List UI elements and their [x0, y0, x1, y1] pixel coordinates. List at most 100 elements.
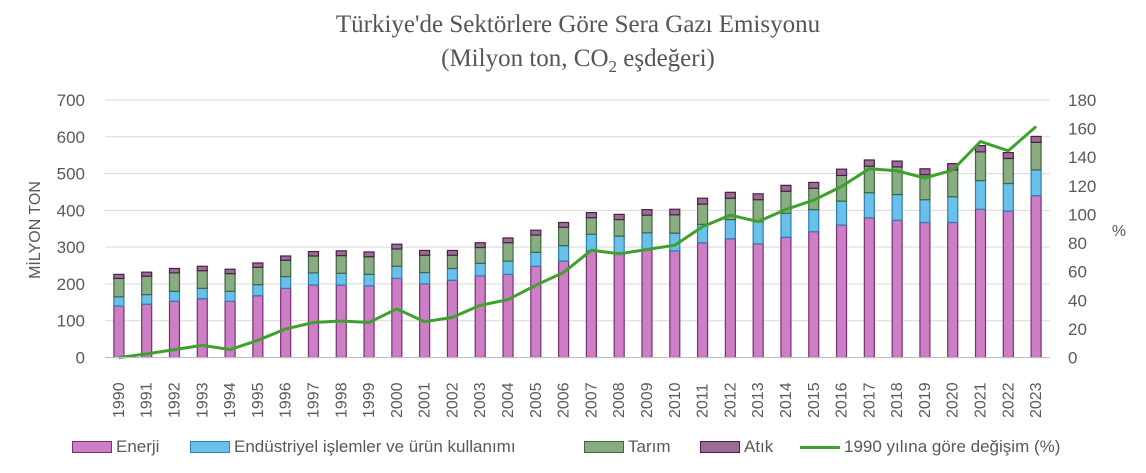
x-tick-label: 2014: [778, 382, 795, 418]
bar-industry: [1002, 182, 1014, 212]
legend-swatch-waste: [700, 441, 740, 453]
bar-agri: [696, 203, 709, 225]
legend-label-change: 1990 yılına göre değişim (%): [844, 437, 1061, 456]
bar-energy: [724, 238, 736, 359]
y-left-tick-label: 500: [57, 165, 85, 184]
bar-agri: [307, 255, 320, 274]
x-tick-label: 2005: [528, 382, 545, 418]
bar-waste: [752, 193, 764, 201]
x-tick-label: 2001: [417, 382, 434, 418]
bar-waste: [641, 209, 653, 216]
x-tick-label: 1995: [250, 382, 267, 418]
bar-energy: [530, 265, 542, 359]
bar-waste: [252, 262, 264, 268]
bar-energy: [502, 273, 514, 359]
bar-waste: [558, 221, 570, 228]
x-tick-label: 2013: [750, 382, 767, 418]
bar-waste: [835, 168, 848, 177]
bar-waste: [669, 208, 681, 216]
bar-agri: [669, 214, 681, 234]
bar-waste: [696, 197, 709, 205]
bar-waste: [780, 184, 792, 192]
bar-industry: [252, 284, 264, 297]
y-right-tick-label: 160: [1068, 120, 1096, 139]
chart-title-line2: (Milyon ton, CO2 eşdeğeri): [441, 45, 715, 76]
bar-industry: [558, 245, 570, 262]
legend-item-waste: Atık: [700, 434, 773, 460]
legend-item-industry: Endüstriyel işlemler ve ürün kullanımı: [190, 434, 516, 460]
x-tick-label: 2020: [945, 382, 962, 418]
y-right-tick-label: 20: [1068, 320, 1087, 339]
bar-industry: [585, 233, 597, 252]
bar-agri: [446, 254, 459, 270]
bar-energy: [669, 250, 681, 359]
x-tick-label: 1998: [333, 382, 350, 418]
y-axis-left-ticks: 0 100 200 300 400 500 600 700: [57, 91, 85, 368]
x-tick-label: 2015: [806, 382, 823, 418]
x-tick-label: 1992: [166, 382, 183, 418]
bar-energy: [391, 277, 403, 359]
x-tick-label: 2016: [834, 382, 851, 418]
bar-agri: [419, 254, 431, 274]
y-left-tick-label: 100: [57, 312, 85, 331]
bar-energy: [474, 275, 486, 359]
bar-agri: [974, 151, 987, 182]
bar-energy: [1002, 210, 1014, 359]
y-right-tick-label: 60: [1068, 263, 1087, 282]
bar-industry: [363, 273, 375, 287]
x-tick-label: 2018: [889, 382, 906, 418]
y-left-tick-label: 0: [76, 349, 85, 368]
y-left-tick-label: 400: [57, 201, 85, 220]
bar-waste: [808, 181, 820, 189]
legend-swatch-energy: [72, 441, 112, 453]
bar-agri: [280, 259, 292, 278]
y-right-tick-label: 100: [1068, 205, 1096, 224]
bar-industry: [224, 290, 236, 302]
bar-agri: [363, 256, 375, 275]
x-tick-label: 2007: [583, 382, 600, 418]
bar-energy: [113, 305, 125, 359]
bar-energy: [752, 243, 764, 359]
x-tick-label: 1993: [194, 382, 211, 418]
bar-waste: [919, 168, 931, 176]
bar-industry: [307, 272, 320, 286]
bar-waste: [280, 255, 292, 261]
bar-energy: [863, 217, 875, 359]
y-right-tick-label: 180: [1068, 91, 1096, 110]
y-left-tick-label: 300: [57, 238, 85, 257]
bar-industry: [947, 196, 959, 224]
bar-waste: [891, 160, 903, 168]
legend-label-industry: Endüstriyel işlemler ve ürün kullanımı: [234, 437, 516, 456]
bar-energy: [835, 224, 848, 359]
gridlines: [105, 99, 1050, 322]
bar-industry: [113, 296, 125, 307]
bar-agri: [224, 273, 236, 292]
x-tick-label: 2022: [1000, 382, 1017, 418]
bar-industry: [724, 218, 736, 240]
x-tick-label: 2021: [973, 382, 990, 418]
legend-item-agri: Tarım: [584, 434, 671, 460]
bar-waste: [391, 243, 403, 250]
x-tick-label: 2011: [695, 383, 712, 418]
y-right-tick-label: 0: [1068, 349, 1077, 368]
legend-label-agri: Tarım: [628, 437, 671, 456]
bar-industry: [141, 293, 153, 305]
bar-waste: [1030, 135, 1042, 143]
x-tick-label: 2004: [500, 382, 517, 418]
bar-industry: [835, 200, 848, 226]
bar-waste: [363, 251, 375, 258]
bar-energy: [808, 231, 820, 359]
legend-swatch-change: [800, 445, 840, 449]
bar-agri: [335, 255, 347, 274]
legend: Enerji Endüstriyel işlemler ve ürün kull…: [0, 434, 1146, 462]
change-line: [118, 125, 1038, 359]
bar-industry: [280, 275, 292, 289]
bar-waste: [530, 229, 542, 236]
bar-industry: [391, 265, 403, 280]
bar-waste: [613, 213, 625, 221]
legend-label-waste: Atık: [744, 437, 774, 456]
bar-industry: [808, 209, 820, 233]
legend-swatch-industry: [190, 441, 230, 453]
bar-agri: [947, 169, 959, 198]
